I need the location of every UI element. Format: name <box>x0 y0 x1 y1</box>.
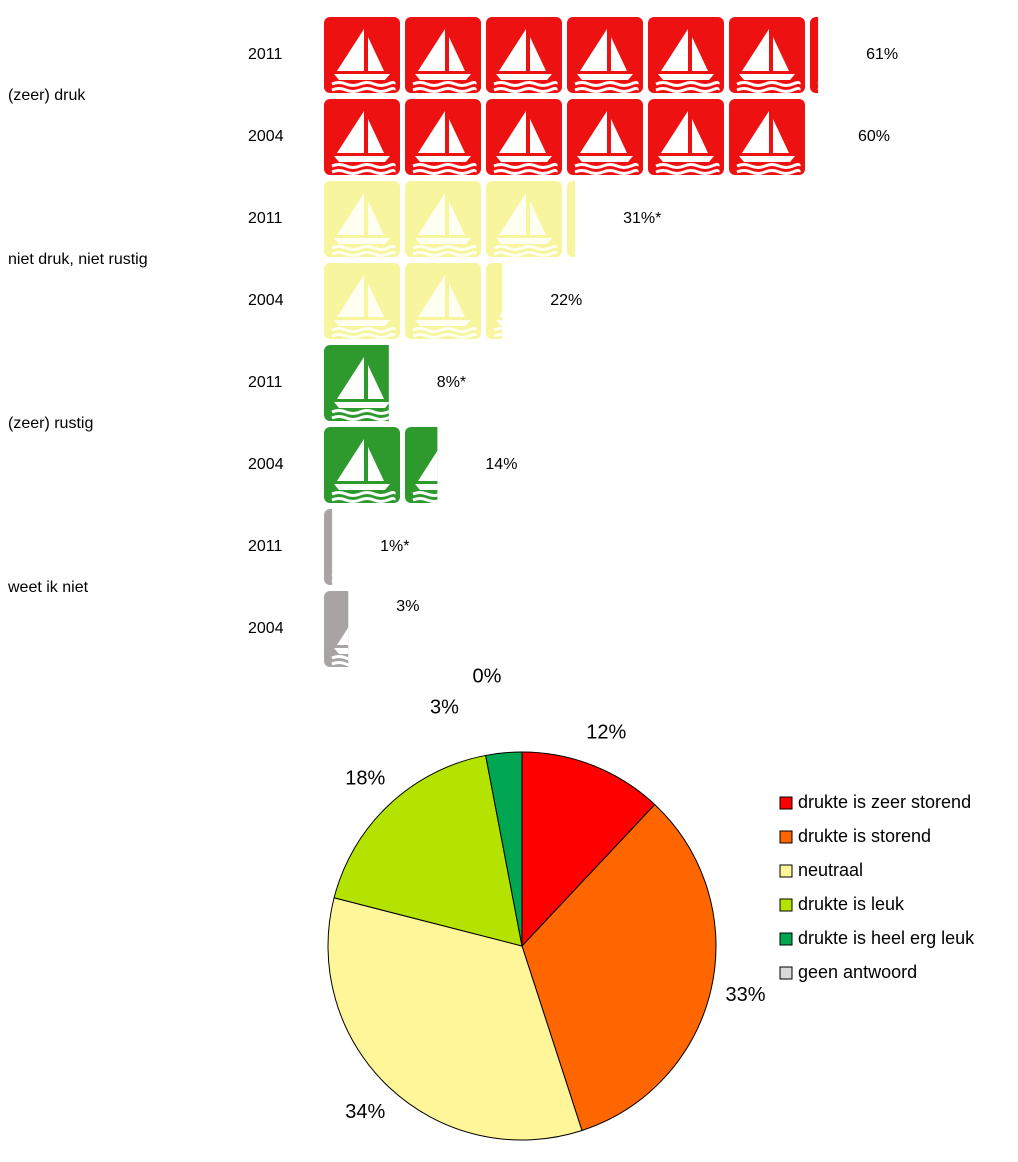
legend-label: neutraal <box>798 860 863 880</box>
row-label: 2004 <box>248 620 284 637</box>
value-label: 61% <box>866 46 898 63</box>
row-label: 2011 <box>248 374 283 391</box>
pie-label: 34% <box>345 1101 385 1123</box>
pie-label: 12% <box>586 721 626 743</box>
pictogram-bar <box>324 591 349 667</box>
pictogram-bar <box>324 181 576 257</box>
legend-label: drukte is leuk <box>798 894 905 914</box>
value-label: 60% <box>858 128 890 145</box>
legend-label: drukte is zeer storend <box>798 792 971 812</box>
legend-swatch <box>779 796 793 810</box>
value-label: 14% <box>485 456 517 473</box>
pictogram-bar <box>324 263 503 339</box>
row-label: 2011 <box>248 210 283 227</box>
row-label: 2011 <box>248 538 283 555</box>
pie-label: 33% <box>725 984 765 1006</box>
value-label: 1%* <box>380 538 409 555</box>
icon-bg <box>405 427 438 503</box>
group-label: (zeer) druk <box>8 87 86 104</box>
pie-slice <box>333 754 523 947</box>
icon-bg <box>486 263 503 339</box>
icon-bg <box>810 17 819 93</box>
pictogram-bar <box>324 427 438 503</box>
legend-swatch <box>779 830 793 844</box>
pie-label: 18% <box>345 767 385 789</box>
legend-swatch <box>779 932 793 946</box>
pictogram-bar <box>324 345 389 421</box>
pie-slice <box>327 897 583 1141</box>
pictogram-bar <box>324 509 333 585</box>
row-label: 2004 <box>248 456 284 473</box>
row-label: 2011 <box>248 46 283 63</box>
legend-label: drukte is heel erg leuk <box>798 928 975 948</box>
icon-bg <box>567 181 576 257</box>
value-label: 8%* <box>437 374 466 391</box>
pie-slice <box>521 751 656 948</box>
icon-bg <box>324 509 333 585</box>
legend-swatch <box>779 966 793 980</box>
pie-slice <box>521 803 717 1132</box>
row-label: 2004 <box>248 292 284 309</box>
value-label: 31%* <box>623 210 661 227</box>
group-label: (zeer) rustig <box>8 415 93 432</box>
icon-boat <box>492 273 503 339</box>
legend-label: drukte is storend <box>798 826 931 846</box>
legend-swatch <box>779 864 793 878</box>
pie-label: 0% <box>473 665 502 687</box>
row-label: 2004 <box>248 128 284 145</box>
legend-swatch <box>779 898 793 912</box>
group-label: weet ik niet <box>7 579 89 596</box>
pictogram-bar <box>324 17 819 93</box>
value-label: 22% <box>550 292 582 309</box>
pie-label: 3% <box>430 696 459 718</box>
group-label: niet druk, niet rustig <box>8 251 148 268</box>
pictogram-bar <box>324 99 805 175</box>
icon-bg <box>324 591 349 667</box>
value-label: 3% <box>396 598 419 615</box>
legend-label: geen antwoord <box>798 962 917 982</box>
